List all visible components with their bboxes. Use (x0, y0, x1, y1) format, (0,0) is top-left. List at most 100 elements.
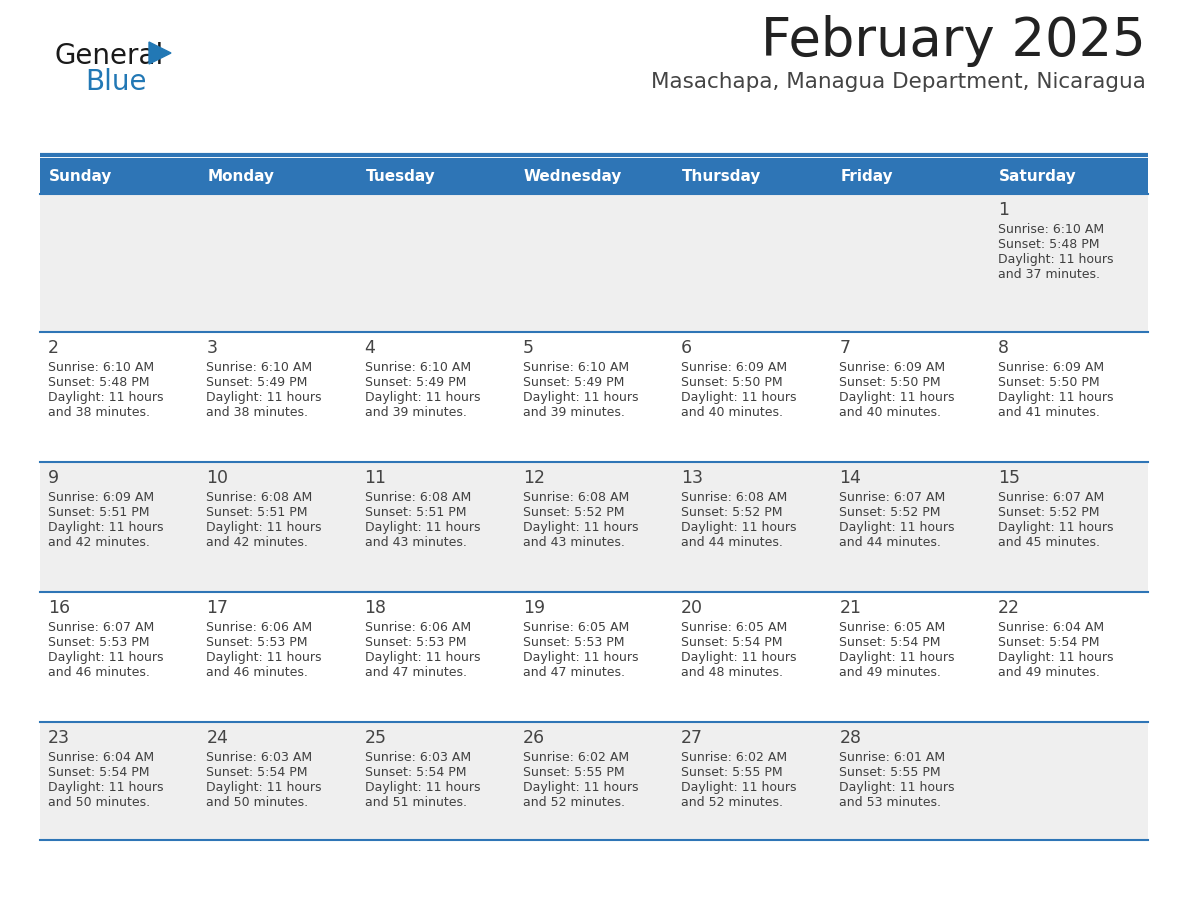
Text: General: General (55, 42, 164, 70)
Text: Sunset: 5:53 PM: Sunset: 5:53 PM (365, 636, 466, 649)
Text: 5: 5 (523, 339, 533, 357)
Text: Daylight: 11 hours: Daylight: 11 hours (998, 521, 1113, 534)
Text: Tuesday: Tuesday (366, 169, 435, 184)
Text: and 44 minutes.: and 44 minutes. (840, 536, 941, 549)
Text: Sunrise: 6:10 AM: Sunrise: 6:10 AM (523, 361, 628, 374)
Text: Sunrise: 6:05 AM: Sunrise: 6:05 AM (523, 621, 630, 634)
Text: Sunrise: 6:08 AM: Sunrise: 6:08 AM (681, 491, 788, 504)
Text: Wednesday: Wednesday (524, 169, 623, 184)
Text: Sunset: 5:54 PM: Sunset: 5:54 PM (840, 636, 941, 649)
Text: Daylight: 11 hours: Daylight: 11 hours (681, 651, 797, 664)
Text: 16: 16 (48, 599, 70, 617)
Text: and 40 minutes.: and 40 minutes. (840, 406, 941, 419)
Text: Sunset: 5:55 PM: Sunset: 5:55 PM (681, 766, 783, 779)
Bar (514, 158, 674, 194)
Text: Blue: Blue (86, 68, 146, 96)
Text: Sunset: 5:54 PM: Sunset: 5:54 PM (207, 766, 308, 779)
Text: Daylight: 11 hours: Daylight: 11 hours (840, 391, 955, 404)
Text: Sunrise: 6:08 AM: Sunrise: 6:08 AM (207, 491, 312, 504)
Text: Daylight: 11 hours: Daylight: 11 hours (48, 651, 164, 664)
Text: 23: 23 (48, 729, 70, 747)
Text: Daylight: 11 hours: Daylight: 11 hours (48, 391, 164, 404)
Text: Sunrise: 6:10 AM: Sunrise: 6:10 AM (365, 361, 470, 374)
Text: 18: 18 (365, 599, 386, 617)
Text: and 49 minutes.: and 49 minutes. (840, 666, 941, 679)
Text: and 49 minutes.: and 49 minutes. (998, 666, 1100, 679)
Text: Daylight: 11 hours: Daylight: 11 hours (998, 391, 1113, 404)
Polygon shape (148, 42, 171, 64)
Text: Sunrise: 6:05 AM: Sunrise: 6:05 AM (840, 621, 946, 634)
Text: Sunset: 5:52 PM: Sunset: 5:52 PM (523, 506, 625, 519)
Text: and 42 minutes.: and 42 minutes. (207, 536, 308, 549)
Text: Sunset: 5:53 PM: Sunset: 5:53 PM (523, 636, 625, 649)
Text: 17: 17 (207, 599, 228, 617)
Text: and 47 minutes.: and 47 minutes. (365, 666, 467, 679)
Text: Sunset: 5:55 PM: Sunset: 5:55 PM (840, 766, 941, 779)
Text: Sunrise: 6:09 AM: Sunrise: 6:09 AM (48, 491, 154, 504)
Text: 20: 20 (681, 599, 703, 617)
Text: and 38 minutes.: and 38 minutes. (48, 406, 150, 419)
Text: Sunrise: 6:07 AM: Sunrise: 6:07 AM (48, 621, 154, 634)
Bar (674, 158, 832, 194)
Text: and 51 minutes.: and 51 minutes. (365, 796, 467, 809)
Text: Sunrise: 6:09 AM: Sunrise: 6:09 AM (840, 361, 946, 374)
Text: 12: 12 (523, 469, 545, 487)
Text: Sunrise: 6:02 AM: Sunrise: 6:02 AM (523, 751, 628, 764)
Text: Sunrise: 6:04 AM: Sunrise: 6:04 AM (48, 751, 154, 764)
Text: 13: 13 (681, 469, 703, 487)
Text: and 52 minutes.: and 52 minutes. (681, 796, 783, 809)
Text: and 48 minutes.: and 48 minutes. (681, 666, 783, 679)
Text: 8: 8 (998, 339, 1009, 357)
Text: 25: 25 (365, 729, 386, 747)
Text: Sunrise: 6:10 AM: Sunrise: 6:10 AM (207, 361, 312, 374)
Text: and 38 minutes.: and 38 minutes. (207, 406, 308, 419)
Text: Sunrise: 6:08 AM: Sunrise: 6:08 AM (365, 491, 470, 504)
Text: Daylight: 11 hours: Daylight: 11 hours (523, 521, 638, 534)
Text: Sunrise: 6:06 AM: Sunrise: 6:06 AM (207, 621, 312, 634)
Text: Sunrise: 6:06 AM: Sunrise: 6:06 AM (365, 621, 470, 634)
Text: Sunset: 5:52 PM: Sunset: 5:52 PM (681, 506, 783, 519)
Text: Sunrise: 6:04 AM: Sunrise: 6:04 AM (998, 621, 1104, 634)
Text: Daylight: 11 hours: Daylight: 11 hours (998, 651, 1113, 664)
Text: and 43 minutes.: and 43 minutes. (523, 536, 625, 549)
Text: Sunset: 5:52 PM: Sunset: 5:52 PM (840, 506, 941, 519)
Text: Daylight: 11 hours: Daylight: 11 hours (840, 651, 955, 664)
Text: Daylight: 11 hours: Daylight: 11 hours (48, 781, 164, 794)
Text: Sunset: 5:51 PM: Sunset: 5:51 PM (48, 506, 150, 519)
Text: Daylight: 11 hours: Daylight: 11 hours (365, 651, 480, 664)
Text: Daylight: 11 hours: Daylight: 11 hours (840, 781, 955, 794)
Text: Daylight: 11 hours: Daylight: 11 hours (523, 781, 638, 794)
Bar (40, 332, 1148, 462)
Text: Sunrise: 6:01 AM: Sunrise: 6:01 AM (840, 751, 946, 764)
Text: Daylight: 11 hours: Daylight: 11 hours (681, 781, 797, 794)
Bar (40, 462, 1148, 592)
Text: 21: 21 (840, 599, 861, 617)
Text: 24: 24 (207, 729, 228, 747)
Text: 27: 27 (681, 729, 703, 747)
Text: Sunrise: 6:07 AM: Sunrise: 6:07 AM (998, 491, 1104, 504)
Text: Sunset: 5:50 PM: Sunset: 5:50 PM (840, 376, 941, 389)
Text: and 40 minutes.: and 40 minutes. (681, 406, 783, 419)
Text: Sunset: 5:52 PM: Sunset: 5:52 PM (998, 506, 1099, 519)
Text: Sunrise: 6:08 AM: Sunrise: 6:08 AM (523, 491, 630, 504)
Text: 3: 3 (207, 339, 217, 357)
Text: Daylight: 11 hours: Daylight: 11 hours (207, 781, 322, 794)
Bar (40, 592, 1148, 722)
Text: and 52 minutes.: and 52 minutes. (523, 796, 625, 809)
Text: Monday: Monday (207, 169, 274, 184)
Text: Sunrise: 6:07 AM: Sunrise: 6:07 AM (840, 491, 946, 504)
Text: Daylight: 11 hours: Daylight: 11 hours (207, 651, 322, 664)
Text: Sunset: 5:48 PM: Sunset: 5:48 PM (998, 238, 1099, 251)
Text: Sunrise: 6:10 AM: Sunrise: 6:10 AM (998, 223, 1104, 236)
Text: Daylight: 11 hours: Daylight: 11 hours (840, 521, 955, 534)
Text: Daylight: 11 hours: Daylight: 11 hours (998, 253, 1113, 266)
Text: Thursday: Thursday (682, 169, 762, 184)
Text: Sunday: Sunday (49, 169, 113, 184)
Text: and 47 minutes.: and 47 minutes. (523, 666, 625, 679)
Bar (990, 158, 1148, 194)
Text: 22: 22 (998, 599, 1019, 617)
Text: Masachapa, Managua Department, Nicaragua: Masachapa, Managua Department, Nicaragua (651, 72, 1146, 92)
Text: Sunset: 5:55 PM: Sunset: 5:55 PM (523, 766, 625, 779)
Text: 10: 10 (207, 469, 228, 487)
Text: Daylight: 11 hours: Daylight: 11 hours (523, 651, 638, 664)
